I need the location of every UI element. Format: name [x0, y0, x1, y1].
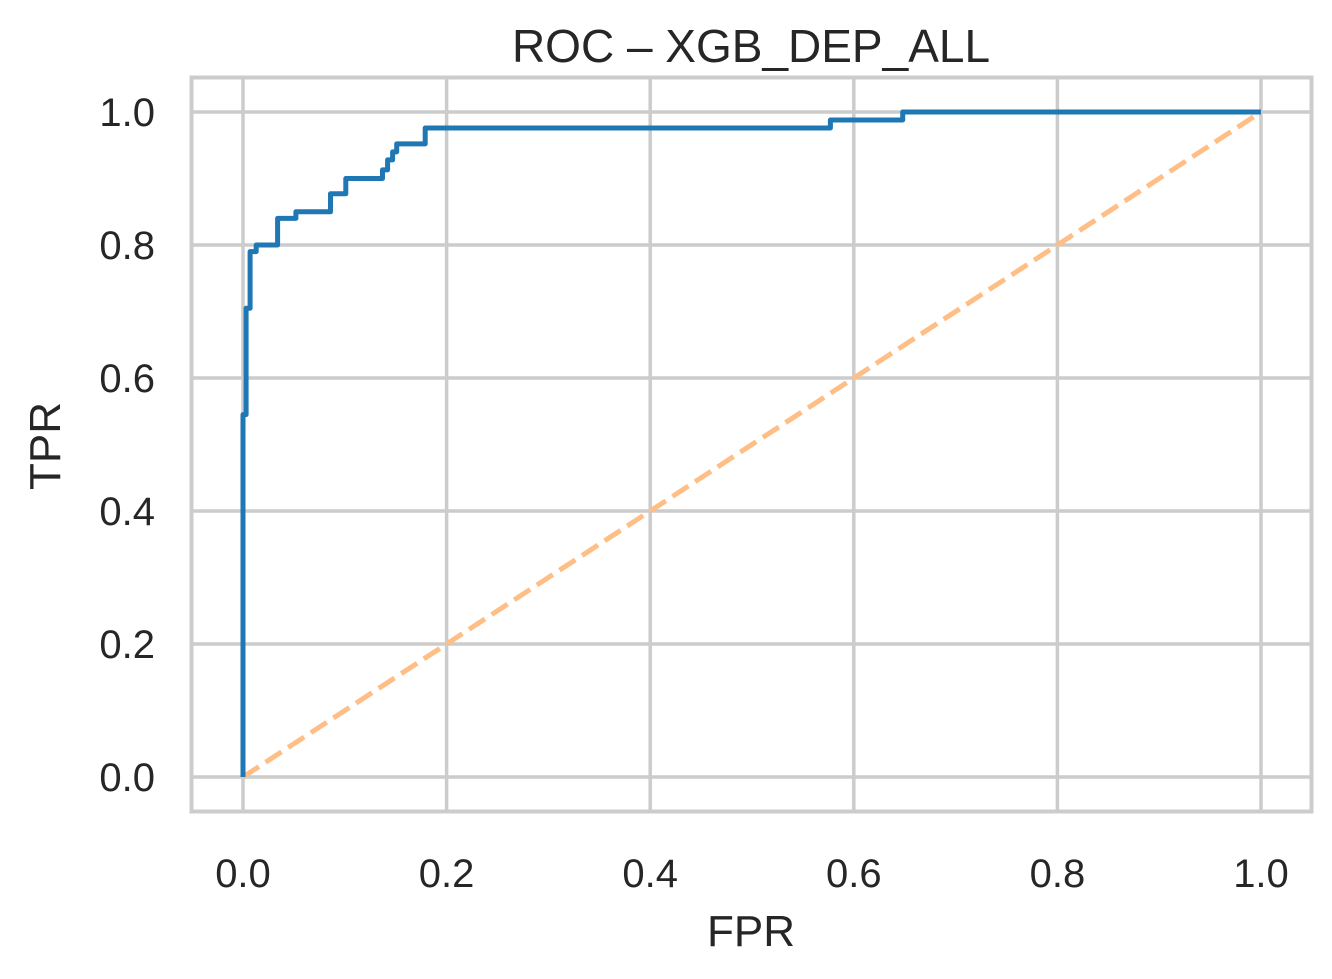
y-tick-label: 0.8 [99, 224, 155, 268]
series-layer [240, 109, 1263, 780]
x-tick-label: 0.0 [215, 852, 271, 896]
y-axis-label: TPR [21, 402, 70, 490]
x-tick-label: 0.4 [622, 852, 678, 896]
y-tick-label: 0.0 [99, 756, 155, 800]
roc-curve-line [240, 109, 1261, 777]
y-tick-label: 0.2 [99, 623, 155, 667]
y-tick-label: 0.6 [99, 357, 155, 401]
chart-title: ROC – XGB_DEP_ALL [512, 20, 990, 72]
x-tick-label: 0.6 [826, 852, 882, 896]
x-tick-label: 0.2 [419, 852, 475, 896]
x-axis-label: FPR [707, 907, 795, 956]
grid-lines [193, 79, 1310, 810]
y-tick-label: 1.0 [99, 91, 155, 135]
chance-diagonal-line [241, 109, 1263, 780]
plot-frame [189, 75, 1314, 814]
x-tick-label: 1.0 [1233, 852, 1289, 896]
x-tick-label: 0.8 [1030, 852, 1086, 896]
y-tick-labels: 0.0 0.2 0.4 0.6 0.8 1.0 [99, 91, 155, 800]
x-tick-labels: 0.0 0.2 0.4 0.6 0.8 1.0 [215, 852, 1289, 896]
y-tick-label: 0.4 [99, 490, 155, 534]
